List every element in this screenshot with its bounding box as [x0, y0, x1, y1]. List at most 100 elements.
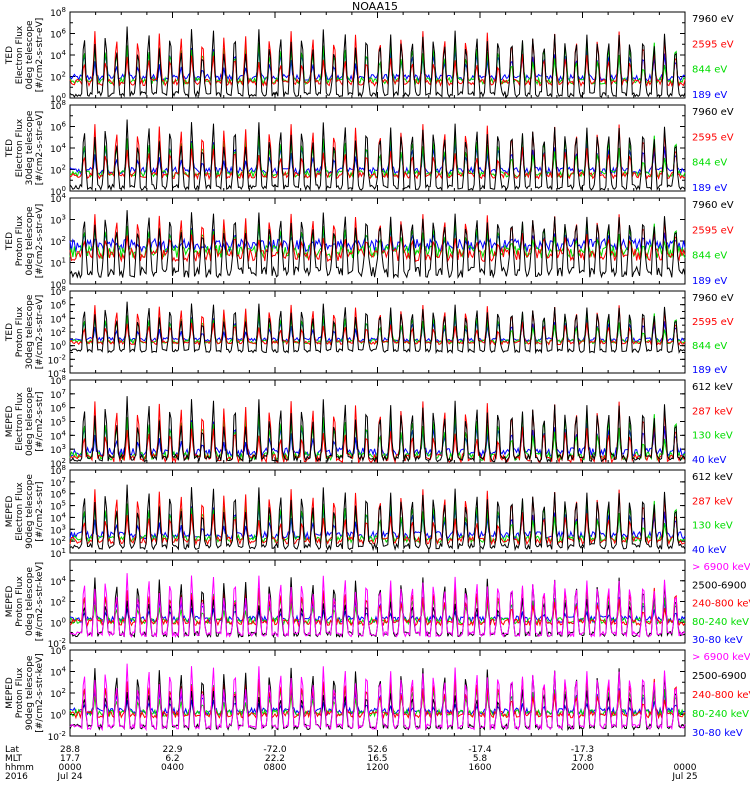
y-axis-label: 0deg telescope [25, 567, 35, 637]
y-tick-label: 104 [50, 49, 66, 62]
x-tick-label: 0000 [674, 763, 697, 773]
y-tick-label: 100 [50, 709, 66, 722]
x-tick-label: 22.9 [162, 745, 182, 755]
x-tick-label: 52.6 [367, 745, 387, 755]
y-axis-label: 30deg telescope [25, 110, 35, 185]
y-axis-label: [#/cm2-s-str] [35, 481, 45, 541]
y-axis-label: [#/cm2-s-str-eV] [35, 18, 45, 93]
series-line--6900-kev [69, 573, 686, 639]
legend-entry: 130 keV [692, 431, 733, 442]
legend-entry: 130 keV [692, 521, 733, 532]
x-tick-label: 2000 [571, 763, 594, 773]
series-line-7960-ev [69, 210, 686, 280]
legend-entry: 80-240 keV [692, 617, 749, 628]
y-tick-label: 10-2 [48, 730, 66, 743]
y-tick-label: 101 [50, 257, 66, 270]
y-axis-label: Electron Flux [15, 25, 25, 84]
y-tick-label: 106 [50, 402, 66, 415]
x-tick-label: 28.8 [60, 745, 80, 755]
legend-entry: 189 eV [692, 183, 727, 194]
y-tick-label: 101 [50, 547, 66, 560]
y-axis-label: Proton Flux [15, 306, 25, 357]
y-tick-label: 104 [50, 312, 66, 325]
legend-entry: 189 eV [692, 276, 727, 287]
y-axis-label: [#/cm2-s-str-eV] [35, 295, 45, 370]
legend-entry: 2500-6900 [692, 580, 747, 591]
legend-entry: 7960 eV [692, 200, 734, 211]
x-tick-label: -17.4 [468, 745, 492, 755]
y-tick-label: 104 [50, 142, 66, 155]
y-axis-label: [#/cm2-s-str-keV] [35, 562, 45, 641]
y-tick-label: 102 [50, 326, 66, 339]
series-line-7960-ev [69, 119, 686, 192]
legend-entry: 189 eV [692, 90, 727, 101]
y-tick-label: 100 [50, 340, 66, 353]
legend-entry: 612 keV [692, 382, 733, 393]
legend-entry: 844 eV [692, 158, 727, 169]
legend-entry: 844 eV [692, 251, 727, 262]
legend-entry: 2500-6900 [692, 671, 747, 682]
legend-entry: 40 keV [692, 455, 726, 466]
legend-entry: 2595 eV [692, 225, 734, 236]
page-title: NOAA15 [351, 0, 399, 13]
y-tick-label: 104 [50, 666, 66, 679]
y-tick-label: 106 [50, 121, 66, 134]
series-line-189-ev [69, 226, 686, 254]
legend-entry: 7960 eV [692, 14, 734, 25]
x-tick-label: Jul 24 [56, 772, 82, 782]
panel-frame [69, 290, 686, 374]
y-axis-label: [#/cm2-s-str-eV] [35, 204, 45, 279]
y-axis-label: 90deg telescope [25, 655, 35, 730]
y-axis-label: 0deg telescope [25, 206, 35, 276]
series-line-7960-ev [69, 301, 686, 355]
y-tick-label: 108 [50, 6, 66, 19]
legend-entry: 240-800 keV [692, 599, 750, 610]
legend-entry: 7960 eV [692, 107, 734, 118]
y-axis-label: Proton Flux [15, 576, 25, 627]
legend-entry: 2595 eV [692, 317, 734, 328]
x-tick-label: 17.8 [572, 754, 592, 764]
x-tick-label: 0000 [59, 763, 82, 773]
x-tick-label: Jul 25 [671, 772, 697, 782]
legend-entry: 612 keV [692, 472, 733, 483]
y-tick-label: 10-2 [48, 353, 66, 366]
y-tick-label: 105 [50, 416, 66, 429]
y-axis-label: MEPED [5, 586, 15, 618]
legend-entry: 240-800 keV [692, 690, 750, 701]
legend-entry: > 6900 keV [692, 652, 750, 663]
x-tick-label: -72.0 [263, 745, 287, 755]
series-line-7960-ev [69, 26, 686, 99]
x-row-label: 2016 [5, 772, 28, 782]
y-axis-label: TED [5, 46, 15, 65]
y-axis-label: MEPED [5, 406, 15, 438]
legend-entry: > 6900 keV [692, 562, 750, 573]
legend-entry: 7960 eV [692, 293, 734, 304]
y-tick-label: 106 [50, 28, 66, 41]
y-tick-label: 102 [50, 235, 66, 248]
legend-entry: 2595 eV [692, 132, 734, 143]
y-axis-label: MEPED [5, 496, 15, 528]
y-tick-label: 104 [50, 575, 66, 588]
y-axis-label: TED [5, 323, 15, 342]
y-tick-label: 102 [50, 71, 66, 84]
series-line--6900-kev [69, 663, 686, 732]
legend-entry: 2595 eV [692, 39, 734, 50]
y-axis-label: Electron Flux [15, 392, 25, 451]
panel-frame [69, 197, 686, 285]
y-axis-label: MEPED [5, 677, 15, 709]
y-axis-label: TED [5, 139, 15, 158]
y-axis-label: Electron Flux [15, 482, 25, 541]
y-tick-label: 103 [50, 443, 66, 456]
x-row-label: MLT [5, 754, 23, 764]
y-tick-label: 102 [50, 687, 66, 700]
x-tick-label: 1200 [366, 763, 389, 773]
y-axis-label: 30deg telescope [25, 294, 35, 369]
x-tick-label: 6.2 [165, 754, 179, 764]
legend-entry: 844 eV [692, 65, 727, 76]
legend-entry: 287 keV [692, 406, 733, 417]
x-tick-label: -17.3 [571, 745, 594, 755]
y-axis-label: 0deg telescope [25, 20, 35, 90]
